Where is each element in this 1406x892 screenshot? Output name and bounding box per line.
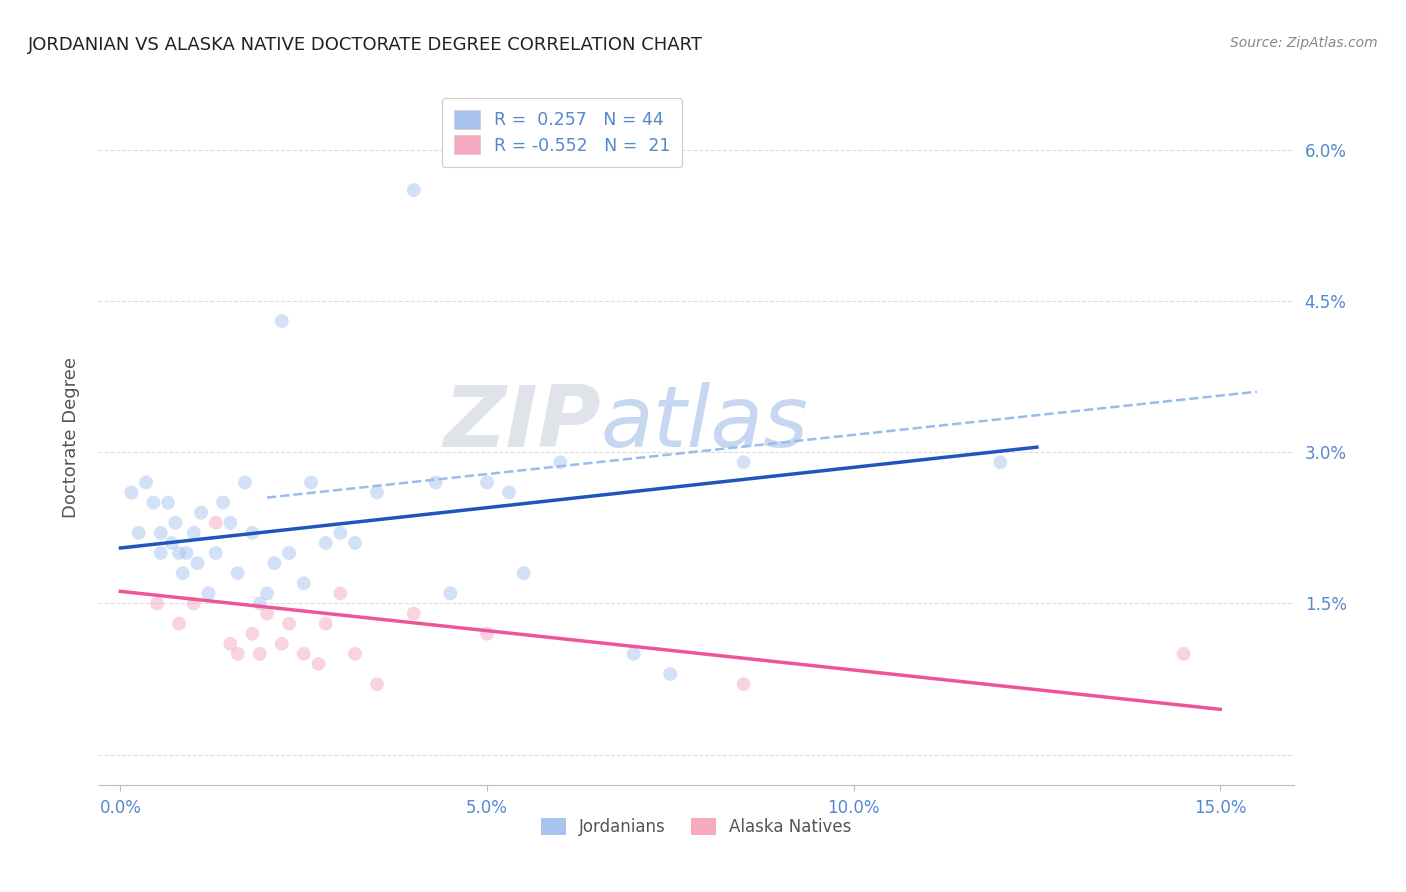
Point: [146, 597, 169, 611]
Point: [475, 626, 498, 640]
Point: [498, 485, 520, 500]
Point: [299, 475, 322, 490]
Point: [329, 586, 352, 600]
Point: [307, 657, 329, 671]
Point: [270, 637, 292, 651]
Point: [475, 475, 498, 490]
Point: [366, 485, 388, 500]
Legend: Jordanians, Alaska Natives: Jordanians, Alaska Natives: [530, 808, 862, 847]
Point: [249, 597, 271, 611]
Point: [172, 566, 194, 581]
Point: [278, 546, 301, 560]
Point: [226, 647, 249, 661]
Point: [315, 616, 337, 631]
Point: [142, 495, 165, 509]
Point: [186, 556, 208, 570]
Point: [256, 607, 278, 621]
Point: [270, 314, 292, 328]
Point: [233, 475, 256, 490]
Point: [160, 536, 183, 550]
Point: [204, 516, 226, 530]
Point: [157, 495, 180, 509]
Text: Source: ZipAtlas.com: Source: ZipAtlas.com: [1230, 36, 1378, 50]
Point: [120, 485, 142, 500]
Point: [512, 566, 534, 581]
Point: [149, 546, 172, 560]
Point: [167, 546, 190, 560]
Point: [292, 647, 315, 661]
Point: [623, 647, 645, 661]
Point: [183, 525, 205, 540]
Point: [242, 525, 264, 540]
Point: [165, 516, 187, 530]
Point: [402, 607, 425, 621]
Point: [1173, 647, 1195, 661]
Point: [190, 506, 212, 520]
Text: ZIP: ZIP: [443, 382, 600, 465]
Point: [988, 455, 1011, 469]
Point: [550, 455, 572, 469]
Point: [278, 616, 301, 631]
Point: [733, 455, 755, 469]
Text: JORDANIAN VS ALASKA NATIVE DOCTORATE DEGREE CORRELATION CHART: JORDANIAN VS ALASKA NATIVE DOCTORATE DEG…: [28, 36, 703, 54]
Point: [249, 647, 271, 661]
Point: [315, 536, 337, 550]
Point: [366, 677, 388, 691]
Point: [183, 597, 205, 611]
Point: [292, 576, 315, 591]
Point: [149, 525, 172, 540]
Point: [344, 536, 367, 550]
Point: [329, 525, 352, 540]
Point: [439, 586, 461, 600]
Point: [242, 626, 264, 640]
Y-axis label: Doctorate Degree: Doctorate Degree: [62, 357, 80, 517]
Point: [659, 667, 682, 681]
Point: [219, 516, 242, 530]
Point: [167, 616, 190, 631]
Point: [135, 475, 157, 490]
Point: [402, 183, 425, 197]
Point: [263, 556, 285, 570]
Point: [344, 647, 367, 661]
Point: [212, 495, 235, 509]
Point: [204, 546, 226, 560]
Point: [425, 475, 447, 490]
Point: [197, 586, 219, 600]
Point: [176, 546, 198, 560]
Point: [226, 566, 249, 581]
Point: [256, 586, 278, 600]
Point: [733, 677, 755, 691]
Point: [219, 637, 242, 651]
Text: atlas: atlas: [600, 382, 808, 465]
Point: [128, 525, 150, 540]
